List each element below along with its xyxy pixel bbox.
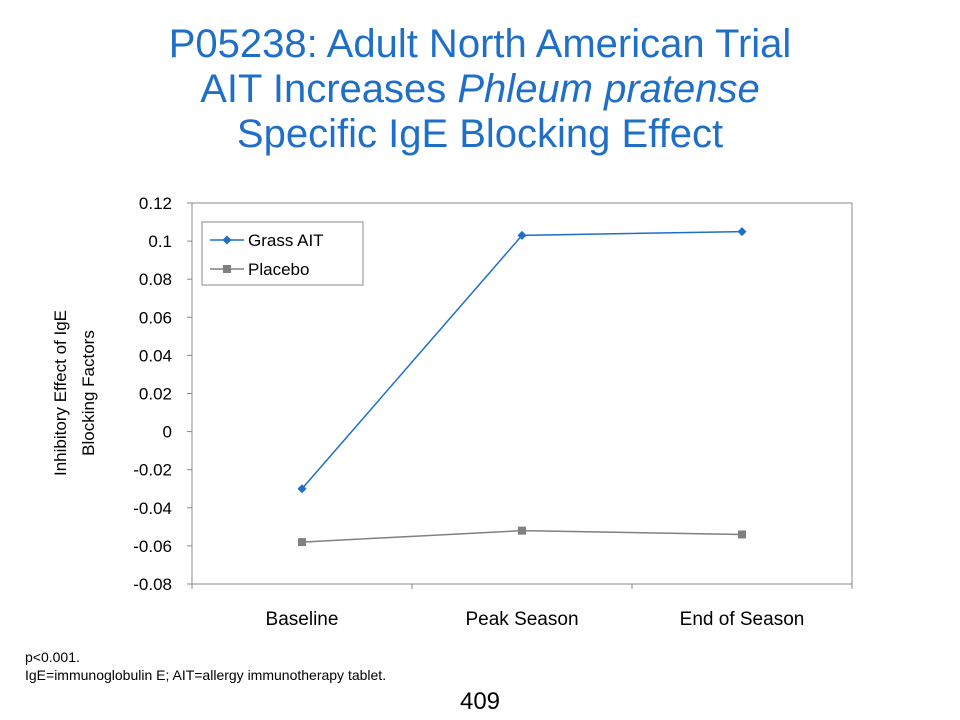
x-tick-label: Peak Season (465, 609, 578, 630)
data-point-placebo (738, 530, 746, 539)
legend-marker-grass-ait (222, 235, 232, 245)
legend-box (201, 221, 364, 286)
x-tick-label: End of Season (680, 609, 805, 630)
y-tick-label: 0.1 (148, 232, 172, 251)
y-axis: -0.08 -0.06 -0.04 -0.02 0 0.02 0.04 0.06 0.08 0.1… (133, 194, 192, 594)
footnotes: p<0.001. IgE=immunoglobulin E; AIT=aller… (25, 648, 386, 684)
data-point-grass-ait (517, 230, 527, 240)
data-point-grass-ait (737, 227, 747, 237)
y-axis-title-line-2: Blocking Factors (79, 330, 98, 456)
legend-entry-placebo: Placebo (210, 260, 309, 279)
y-axis-title-line-1: Inhibitory Effect of IgE (51, 310, 70, 476)
y-tick-label: 0.06 (139, 308, 172, 327)
series-placebo (298, 526, 746, 547)
y-tick-label: 0.08 (139, 270, 172, 289)
page-number: 409 (459, 688, 501, 715)
legend: Grass AIT Placebo (201, 221, 364, 286)
y-tick-label: -0.06 (133, 537, 172, 556)
title-line-3: Specific IgE Blocking Effect (236, 112, 724, 156)
legend-entry-grass-ait: Grass AIT (210, 231, 324, 250)
data-point-grass-ait (297, 484, 307, 494)
series-grass-ait (297, 227, 747, 494)
y-tick-label: -0.02 (133, 461, 172, 480)
legend-label-grass-ait: Grass AIT (248, 231, 324, 250)
slide-title: P05238: Adult North American Trial AIT I… (60, 22, 900, 157)
y-tick-label: -0.04 (133, 499, 172, 518)
series-layer (297, 227, 747, 547)
x-tick-label: Baseline (266, 609, 339, 630)
y-tick-label: 0.04 (139, 346, 172, 365)
legend-marker-placebo (223, 265, 231, 273)
legend-label-placebo: Placebo (248, 260, 309, 279)
y-tick-label: -0.08 (133, 575, 172, 594)
title-species-name: Phleum pratense (457, 67, 760, 111)
title-line-1: P05238: Adult North American Trial (168, 22, 792, 66)
y-tick-label: 0.02 (139, 385, 172, 404)
title-line-2: AIT Increases Phleum pratense (60, 67, 900, 112)
y-tick-label: 0.12 (139, 194, 172, 213)
y-tick-label: 0 (163, 423, 172, 442)
title-line-2-prefix: AIT Increases (200, 67, 458, 111)
footnote-abbreviations: IgE=immunoglobulin E; AIT=allergy immuno… (25, 667, 387, 683)
data-point-placebo (518, 526, 526, 535)
data-point-placebo (298, 538, 306, 547)
footnote-p-value: p<0.001. (25, 649, 80, 665)
x-axis: Baseline Peak Season End of Season (191, 584, 853, 630)
y-axis-title: Inhibitory Effect of IgE Blocking Factor… (51, 310, 98, 476)
